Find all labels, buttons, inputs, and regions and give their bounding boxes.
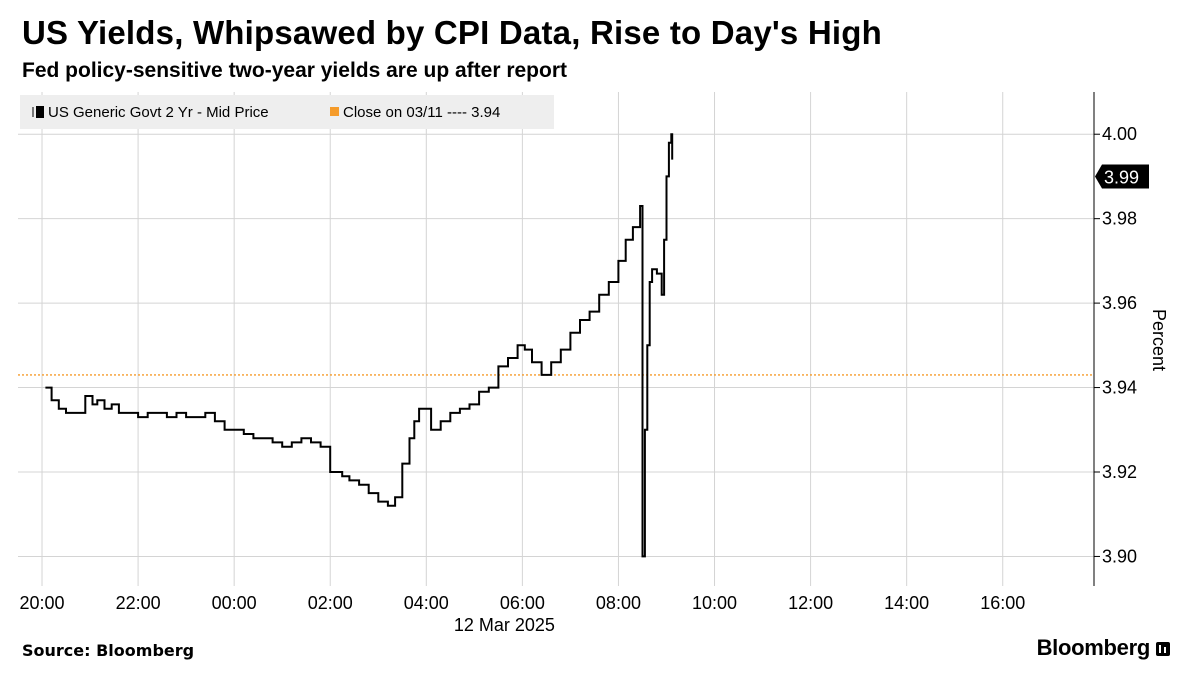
- y-axis: 3.90 3.92 3.94 3.96 3.98 4.00 3.99: [1093, 92, 1149, 586]
- x-tick-label: 14:00: [884, 593, 929, 613]
- x-tick-label: 16:00: [980, 593, 1025, 613]
- last-value-tag: [1095, 164, 1149, 189]
- x-tick-label: 08:00: [596, 593, 641, 613]
- x-tick-label: 02:00: [308, 593, 353, 613]
- y-tick-label: 3.92: [1102, 462, 1137, 482]
- x-tick-label: 06:00: [500, 593, 545, 613]
- legend-item-series-label: US Generic Govt 2 Yr - Mid Price: [48, 104, 269, 121]
- legend-item-series-marker: [32, 106, 44, 118]
- x-axis-date-label: 12 Mar 2025: [454, 615, 555, 635]
- y-tick-label: 3.90: [1102, 546, 1137, 566]
- y-axis-label: Percent: [1149, 309, 1169, 371]
- x-tick-label: 04:00: [404, 593, 449, 613]
- legend-background: [20, 95, 554, 129]
- series-line-2yr-yield: [45, 133, 674, 558]
- brand-text: Bloomberg: [1036, 635, 1151, 660]
- x-tick-label: 12:00: [788, 593, 833, 613]
- grid: [18, 92, 1094, 586]
- last-value-label: 3.99: [1104, 167, 1139, 187]
- bloomberg-logo: Bloomberg: [1037, 635, 1170, 661]
- y-tick-label: 3.98: [1102, 209, 1137, 229]
- chart-subtitle: Fed policy-sensitive two-year yields are…: [22, 59, 568, 82]
- chart-title: US Yields, Whipsawed by CPI Data, Rise t…: [22, 14, 882, 51]
- x-axis: 20:00 22:00 00:00 02:00 04:00 06:00 08:00 10:00…: [19, 593, 1025, 613]
- bloomberg-terminal-icon: [1156, 642, 1170, 656]
- y-tick-label: 4.00: [1102, 124, 1137, 144]
- legend-item-reference-label: Close on 03/11 ---- 3.94: [343, 104, 500, 121]
- y-tick-label: 3.94: [1102, 378, 1137, 398]
- y-tick-label: 3.96: [1102, 293, 1137, 313]
- x-tick-label: 00:00: [212, 593, 257, 613]
- x-tick-label: 10:00: [692, 593, 737, 613]
- legend-item-reference-marker: [330, 107, 339, 116]
- legend: US Generic Govt 2 Yr - Mid Price Close o…: [20, 95, 554, 129]
- source-note: Source: Bloomberg: [22, 641, 195, 660]
- plot-area: [18, 133, 1094, 558]
- x-tick-label: 20:00: [19, 593, 64, 613]
- x-tick-label: 22:00: [116, 593, 161, 613]
